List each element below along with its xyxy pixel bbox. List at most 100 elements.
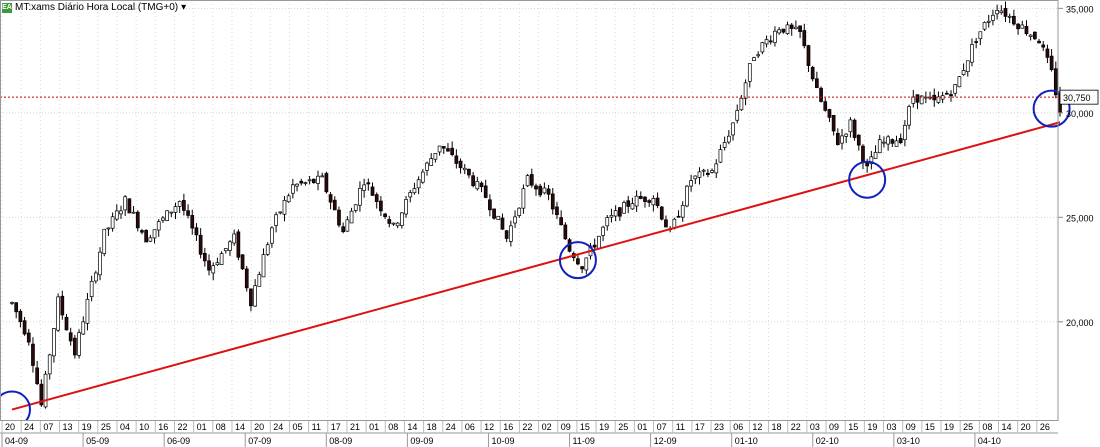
candle-body [743,82,748,99]
month-label: 02-10 [816,436,839,446]
day-label: 01 [369,422,379,432]
day-label: 07 [43,422,53,432]
plot-frame [0,0,1059,421]
candle-body [144,230,148,243]
day-label: 19 [867,422,877,432]
y-tick-label: 25,000 [1066,213,1094,223]
candle-body [831,115,836,132]
candle-body [768,40,773,43]
candle-body [982,22,987,30]
month-label: 03-10 [897,436,920,446]
candle-body [706,172,710,175]
day-label: 23 [714,422,724,432]
candle-body [752,57,756,61]
day-label: 03 [810,422,820,432]
candle-body [299,180,304,184]
candle-body [718,149,723,163]
candle-body [31,343,35,366]
candle-body [638,195,643,199]
candle-body [261,254,266,278]
candle-body [131,211,136,214]
day-label: 20 [254,422,264,432]
candle-body [43,373,48,408]
candle-body [492,208,496,219]
day-label: 17 [331,422,341,432]
candle-body [253,285,257,307]
candle-body [521,188,526,209]
candle-body [332,199,337,211]
candle-body [915,94,920,103]
candle-body [534,185,538,190]
candle-body [894,140,899,147]
candle-body [270,227,274,244]
candle-body [119,210,123,215]
month-label: 06-09 [167,436,190,446]
candle-body [877,139,882,154]
candle-body [693,175,698,180]
candle-body [303,182,308,184]
candle-body [1016,23,1020,30]
candle-body [240,254,245,270]
candle-body [978,31,983,40]
candle-body [282,199,287,215]
candle-body [479,182,484,188]
current-price-box [1059,89,1099,105]
day-label: 10 [139,422,149,432]
day-label: 06 [733,422,743,432]
candle-body [626,200,631,207]
candle-body [219,253,224,265]
month-label: 05-09 [86,436,109,446]
chart-title: MT:xams Diário Hora Local (TMG+0) [15,2,179,13]
candle-body [395,222,400,227]
candle-body [56,296,60,331]
candle-body [274,214,278,226]
day-label: 22 [522,422,532,432]
day-label: 12 [484,422,494,432]
candle-body [228,241,232,251]
candle-body [286,195,291,203]
candle-body [135,211,140,229]
candle-body [622,202,626,214]
candle-body [714,163,719,174]
candle-body [177,201,182,207]
candle-body [1053,68,1058,96]
day-label: 20 [5,422,15,432]
chart-header[interactable]: EA MT:xams Diário Hora Local (TMG+0) ▾ [2,2,186,13]
candle-body [517,207,522,216]
candle-body [840,135,844,144]
chevron-down-icon[interactable]: ▾ [181,2,187,13]
candle-body [232,233,237,244]
candle-body [64,316,69,331]
candle-body [685,185,689,207]
candle-body [257,274,262,287]
candle-body [794,26,798,30]
candle-body [903,125,907,140]
candle-body [525,175,530,187]
candle-body [856,134,861,146]
candle-body [747,63,752,82]
day-label: 19 [599,422,609,432]
candle-body [1041,44,1046,48]
candle-body [508,225,513,242]
support-circle [558,241,597,280]
day-label: 08 [216,422,226,432]
candle-body [152,229,157,239]
candle-body [760,42,765,53]
candle-body [60,295,65,316]
candle-body [89,280,94,297]
day-label: 09 [561,422,571,432]
month-label: 11-09 [573,436,595,446]
day-label: 24 [446,422,456,432]
candle-body [18,310,23,323]
day-label: 11 [676,422,685,432]
candle-body [944,92,949,95]
candle-body [345,219,350,232]
candle-body [861,145,865,164]
day-label: 07 [657,422,667,432]
day-label: 05 [292,422,302,432]
candle-body [1045,48,1050,58]
candle-body [370,186,375,196]
candle-body [827,109,832,118]
date-axis: 20 24 07 13 19 25 04 10 16 22 01 08 14 20 24 05 11 17 21 01… [0,420,1058,447]
